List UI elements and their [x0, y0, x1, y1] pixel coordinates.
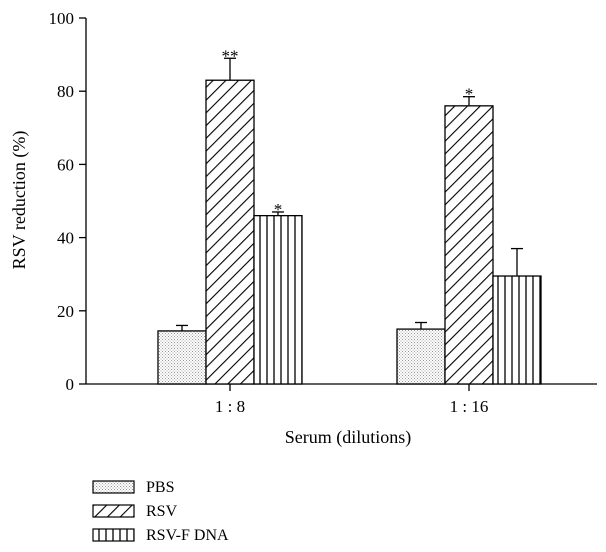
y-axis: 0 20 40 60 80 100 [49, 9, 87, 394]
legend-label: RSV-F DNA [146, 527, 229, 544]
legend-swatch [92, 480, 135, 494]
y-tick-label: 80 [57, 82, 74, 101]
y-tick-label: 40 [57, 229, 74, 248]
y-tick-label: 0 [66, 375, 75, 394]
bar-rsv-f-dna [253, 214, 303, 385]
legend-swatch [92, 504, 135, 518]
legend-swatch [92, 528, 135, 542]
y-axis-title: RSV reduction (%) [9, 131, 30, 270]
legend: PBS RSV RSV-F DNA [92, 479, 229, 544]
y-tick-label: 20 [57, 302, 74, 321]
bar-rsv [205, 79, 255, 385]
bar-rsv [444, 105, 494, 385]
bars: **** [157, 46, 542, 385]
x-axis: 1 : 8 1 : 16 [86, 383, 597, 416]
y-tick-label: 60 [57, 155, 74, 174]
bar-pbs [396, 328, 446, 385]
bar-pbs [157, 330, 207, 385]
bar-rsv-f-dna [492, 275, 542, 385]
significance-marker: * [465, 85, 474, 104]
significance-marker: ** [222, 46, 239, 65]
x-axis-title: Serum (dilutions) [285, 427, 412, 448]
x-tick-label: 1 : 8 [215, 397, 245, 416]
x-tick-label: 1 : 16 [450, 397, 489, 416]
significance-marker: * [274, 200, 283, 219]
legend-label: PBS [146, 479, 174, 496]
y-tick-label: 100 [49, 9, 75, 28]
legend-label: RSV [146, 503, 178, 520]
